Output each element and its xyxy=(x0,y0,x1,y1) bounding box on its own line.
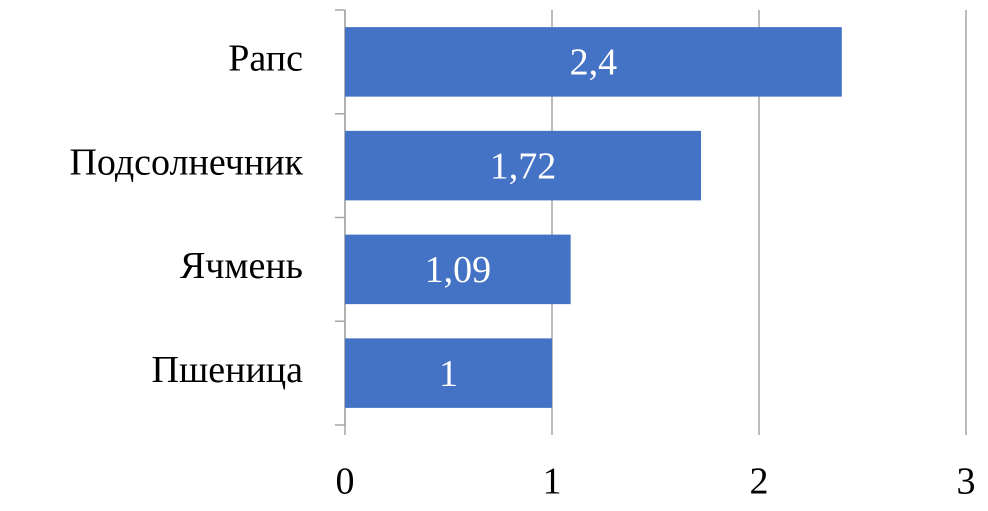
x-tick-label: 2 xyxy=(750,461,769,503)
y-tick-label: Подсолнечник xyxy=(69,141,303,183)
x-tick-label: 0 xyxy=(336,461,355,503)
value-label: 1,09 xyxy=(425,249,492,291)
bar xyxy=(345,234,571,305)
x-tick-label: 1 xyxy=(543,461,562,503)
bar xyxy=(345,27,842,97)
x-tick-label: 3 xyxy=(957,461,976,503)
y-tick-label: Рапс xyxy=(228,38,303,80)
bar xyxy=(345,130,702,201)
y-tick-label: Пшеница xyxy=(152,349,304,391)
value-label: 1,72 xyxy=(490,145,557,187)
y-tick-label: Ячмень xyxy=(180,245,303,287)
bar xyxy=(345,338,552,408)
value-label: 1 xyxy=(439,353,458,395)
value-label: 2,4 xyxy=(570,42,618,84)
